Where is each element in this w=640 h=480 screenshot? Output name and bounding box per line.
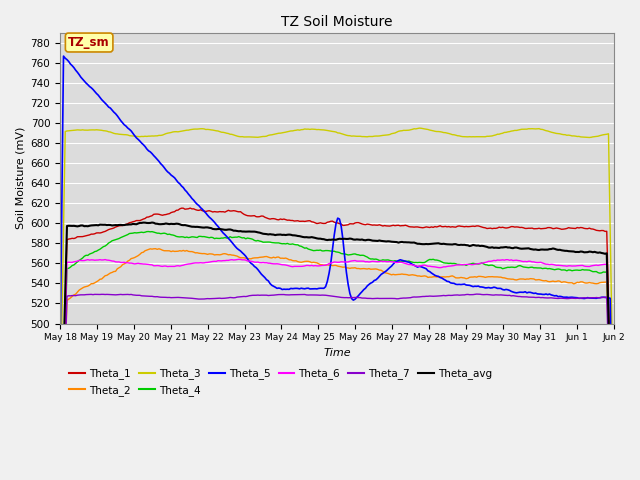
- Theta_3: [610, 427, 618, 432]
- Theta_4: [456, 262, 463, 267]
- Theta_3: [544, 128, 552, 134]
- Theta_4: [344, 252, 352, 258]
- Theta_avg: [544, 247, 552, 252]
- Theta_7: [454, 292, 461, 298]
- Line: Theta_2: Theta_2: [60, 249, 614, 480]
- X-axis label: Time: Time: [323, 348, 351, 358]
- Theta_4: [449, 261, 456, 266]
- Theta_4: [136, 229, 144, 235]
- Theta_7: [136, 292, 144, 298]
- Line: Theta_6: Theta_6: [60, 259, 614, 480]
- Theta_3: [342, 132, 350, 138]
- Y-axis label: Soil Moisture (mV): Soil Moisture (mV): [15, 127, 25, 229]
- Theta_1: [449, 224, 456, 229]
- Theta_3: [449, 132, 456, 138]
- Theta_2: [152, 246, 159, 252]
- Legend: Theta_1, Theta_2, Theta_3, Theta_4, Theta_5, Theta_6, Theta_7, Theta_avg: Theta_1, Theta_2, Theta_3, Theta_4, Thet…: [65, 364, 496, 400]
- Theta_6: [544, 261, 552, 267]
- Theta_3: [136, 134, 144, 140]
- Theta_2: [544, 278, 552, 284]
- Theta_avg: [148, 220, 156, 226]
- Theta_7: [544, 295, 552, 301]
- Theta_7: [447, 292, 454, 298]
- Theta_5: [449, 280, 456, 286]
- Theta_3: [456, 133, 463, 139]
- Theta_2: [449, 273, 456, 279]
- Theta_1: [186, 205, 194, 211]
- Theta_5: [56, 360, 64, 365]
- Theta_5: [456, 281, 463, 287]
- Line: Theta_1: Theta_1: [60, 208, 614, 480]
- Theta_3: [415, 125, 423, 131]
- Line: Theta_3: Theta_3: [60, 128, 614, 430]
- Theta_2: [456, 275, 463, 281]
- Theta_avg: [344, 236, 352, 242]
- Line: Theta_avg: Theta_avg: [60, 223, 614, 480]
- Theta_4: [513, 264, 520, 270]
- Theta_avg: [456, 242, 463, 248]
- Theta_4: [544, 266, 552, 272]
- Theta_5: [544, 292, 552, 298]
- Theta_5: [513, 290, 520, 296]
- Theta_1: [513, 224, 520, 230]
- Text: TZ_sm: TZ_sm: [68, 36, 110, 49]
- Theta_6: [344, 259, 352, 265]
- Line: Theta_5: Theta_5: [60, 56, 614, 480]
- Theta_2: [513, 277, 520, 283]
- Theta_1: [544, 225, 552, 230]
- Theta_avg: [136, 220, 144, 226]
- Theta_2: [136, 252, 144, 257]
- Theta_7: [342, 295, 350, 300]
- Line: Theta_4: Theta_4: [60, 231, 614, 480]
- Theta_5: [60, 53, 67, 59]
- Theta_1: [136, 217, 144, 223]
- Theta_3: [56, 426, 64, 432]
- Title: TZ Soil Moisture: TZ Soil Moisture: [281, 15, 392, 29]
- Theta_avg: [449, 241, 456, 247]
- Theta_5: [344, 282, 352, 288]
- Theta_5: [138, 140, 145, 146]
- Theta_6: [449, 263, 456, 269]
- Theta_7: [513, 293, 520, 299]
- Theta_2: [344, 265, 352, 271]
- Theta_6: [136, 261, 144, 266]
- Line: Theta_7: Theta_7: [60, 294, 614, 480]
- Theta_7: [473, 291, 481, 297]
- Theta_avg: [513, 245, 520, 251]
- Theta_1: [456, 223, 463, 229]
- Theta_6: [513, 257, 520, 263]
- Theta_6: [235, 256, 243, 262]
- Theta_3: [513, 128, 520, 133]
- Theta_4: [145, 228, 152, 234]
- Theta_1: [344, 222, 352, 228]
- Theta_6: [456, 262, 463, 268]
